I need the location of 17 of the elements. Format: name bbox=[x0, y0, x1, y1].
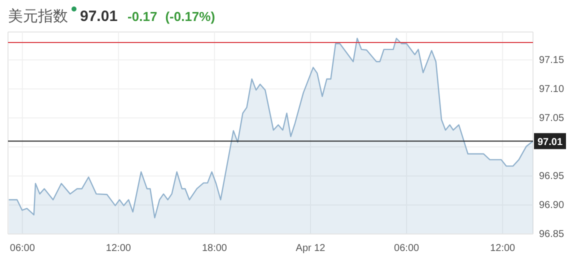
x-tick-label: 12:00 bbox=[490, 243, 516, 254]
x-tick-label: 18:00 bbox=[202, 243, 228, 254]
y-tick-label: 96.95 bbox=[539, 171, 564, 182]
x-tick-label: Apr 12 bbox=[296, 243, 326, 254]
y-tick-label: 97.05 bbox=[539, 113, 564, 124]
text: (-0.17%) bbox=[165, 9, 216, 24]
ref-line-label: 97.01 bbox=[537, 137, 563, 148]
text: -0.17 bbox=[128, 9, 158, 24]
x-tick-label: 06:00 bbox=[394, 243, 420, 254]
x-tick-label: 06:00 bbox=[10, 243, 36, 254]
y-tick-label: 96.85 bbox=[539, 229, 564, 240]
x-tick-label: 12:00 bbox=[106, 243, 132, 254]
y-tick-label: 96.90 bbox=[539, 200, 564, 212]
y-tick-label: 97.10 bbox=[539, 84, 564, 96]
chart-title: 美元指数 bbox=[8, 8, 68, 25]
chart-subtitle: 97.01 bbox=[80, 8, 118, 25]
y-tick-label: 97.15 bbox=[539, 55, 564, 66]
